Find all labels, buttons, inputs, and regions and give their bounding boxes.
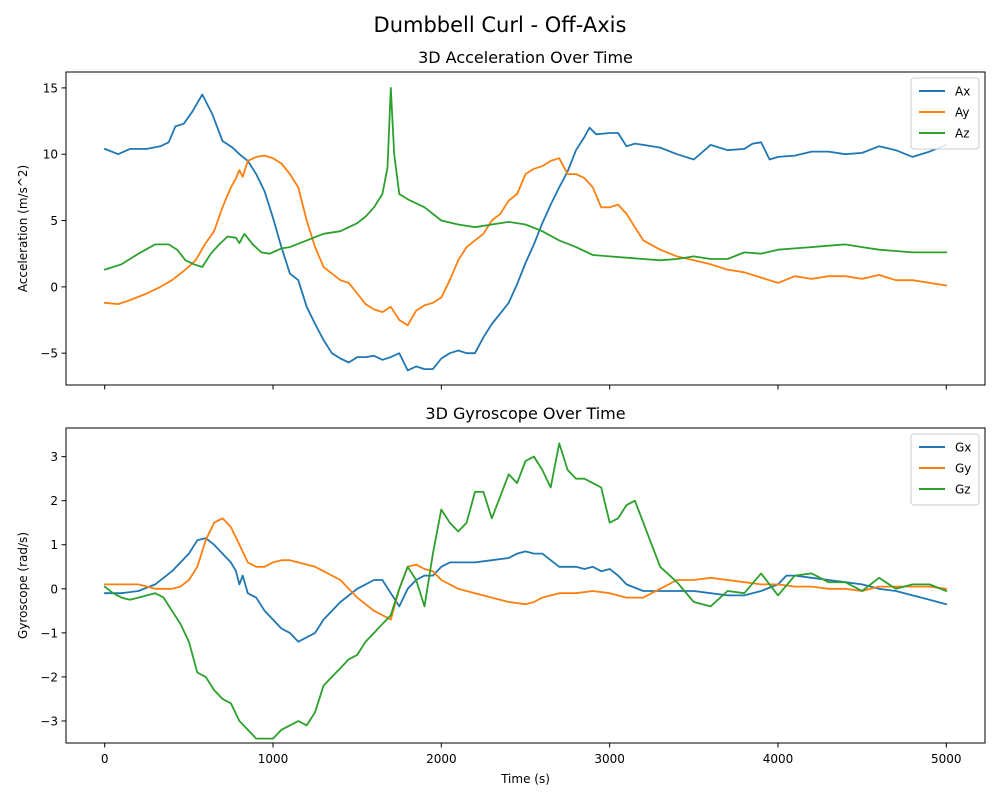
chart-2-ytick-label: 2 <box>50 494 58 508</box>
chart-2-xtick-label: 5000 <box>931 752 962 766</box>
chart-1-series-ay-line <box>103 154 948 327</box>
chart-2-ytick-label: 3 <box>50 450 58 464</box>
chart-1-series-az-line <box>103 87 948 271</box>
chart-1-legend-label-ay: Ay <box>955 106 970 120</box>
chart-2-ytick-label: −3 <box>40 714 58 728</box>
chart-1-legend-label-az: Az <box>955 127 970 141</box>
chart-1-ytick-label: 15 <box>43 81 58 95</box>
chart-1-plot-frame <box>65 71 986 386</box>
chart-1-ytick-label: 0 <box>50 280 58 294</box>
chart-2-ytick-label: −1 <box>40 626 58 640</box>
chart-2-plot-frame <box>65 427 986 744</box>
chart-2-ytick-label: 0 <box>50 582 58 596</box>
chart-2-ytick-label: −2 <box>40 670 58 684</box>
chart-2-legend-box <box>910 433 980 506</box>
chart-1-legend-label-ax: Ax <box>955 85 970 99</box>
chart-1-series-ax-line <box>103 93 948 372</box>
chart-1-title: 3D Acceleration Over Time <box>418 48 633 67</box>
chart-2-xtick-label: 3000 <box>594 752 625 766</box>
chart-2-xlabel: Time (s) <box>500 772 550 786</box>
chart-2-legend-label-gz: Gz <box>955 483 971 497</box>
chart-2-series-gy-line <box>103 517 948 621</box>
chart-2-xtick-label: 1000 <box>258 752 289 766</box>
chart-1-ytick-label: 5 <box>50 214 58 228</box>
chart-2-series-gz-line <box>103 442 948 740</box>
chart-2-xtick-label: 0 <box>101 752 109 766</box>
chart-1-legend-box <box>910 77 980 150</box>
chart-2-series-gx-line <box>103 537 948 643</box>
chart-2-xtick-label: 4000 <box>763 752 794 766</box>
chart-2-ytick-label: 1 <box>50 538 58 552</box>
figure-suptitle: Dumbbell Curl - Off-Axis <box>374 13 627 37</box>
chart-2-xtick-label: 2000 <box>426 752 457 766</box>
chart-1-ylabel: Acceleration (m/s^2) <box>16 165 30 292</box>
chart-1-ytick-label: 10 <box>43 148 58 162</box>
chart-2-legend-label-gy: Gy <box>955 462 971 476</box>
chart-2-ylabel: Gyroscope (rad/s) <box>16 532 30 639</box>
chart-1-ytick-label: −5 <box>40 347 58 361</box>
chart-2-legend-label-gx: Gx <box>955 441 971 455</box>
chart-2-title: 3D Gyroscope Over Time <box>425 404 625 423</box>
